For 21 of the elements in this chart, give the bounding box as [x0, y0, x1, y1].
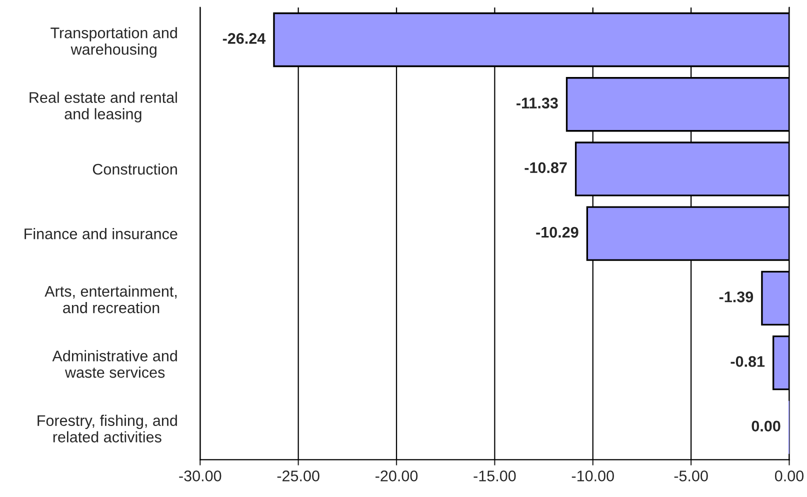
data-label: 0.00	[752, 420, 780, 432]
y-tick-label: Construction	[92, 163, 177, 175]
y-tick-label: Finance and insurance	[24, 228, 178, 240]
data-label: -11.33	[516, 98, 558, 108]
data-label: -10.29	[536, 226, 578, 238]
x-tick-label: -25.00	[277, 470, 320, 482]
data-label: -1.39	[719, 291, 754, 302]
data-label: -26.24	[222, 33, 266, 44]
y-tick-label: Arts, entertainment, and recreation	[44, 286, 177, 314]
y-tick-label: Administrative and waste services	[52, 350, 177, 378]
x-tick-label: -15.00	[474, 470, 516, 482]
y-tick-label: Forestry, fishing, and related activities	[38, 414, 177, 442]
y-tick-label: Transportation and warehousing	[50, 27, 177, 58]
x-tick-label: -30.00	[179, 470, 222, 482]
x-tick-label: -10.00	[572, 470, 614, 482]
x-tick-label: 0.00	[774, 470, 804, 482]
x-tick-label: -20.00	[376, 470, 418, 482]
y-tick-label: Real estate and rental and leasing	[30, 92, 177, 122]
data-label: -10.87	[524, 162, 567, 174]
x-tick-label: -5.00	[674, 470, 708, 482]
data-label: -0.81	[730, 356, 765, 367]
